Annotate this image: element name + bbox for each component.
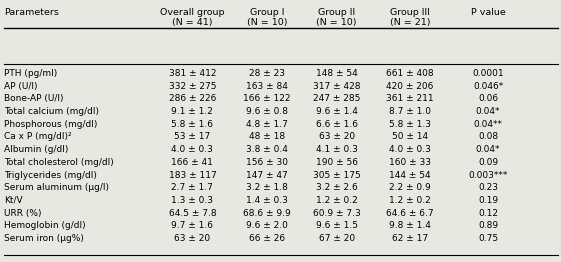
Text: 148 ± 54: 148 ± 54 bbox=[316, 69, 357, 78]
Text: 183 ± 117: 183 ± 117 bbox=[168, 171, 217, 179]
Text: 9.6 ± 2.0: 9.6 ± 2.0 bbox=[246, 221, 288, 230]
Text: 0.12: 0.12 bbox=[478, 209, 498, 218]
Text: 63 ± 20: 63 ± 20 bbox=[174, 234, 210, 243]
Text: 4.0 ± 0.3: 4.0 ± 0.3 bbox=[172, 145, 213, 154]
Text: 2.7 ± 1.7: 2.7 ± 1.7 bbox=[172, 183, 213, 192]
Text: 8.7 ± 1.0: 8.7 ± 1.0 bbox=[389, 107, 431, 116]
Text: 0.046*: 0.046* bbox=[473, 81, 503, 91]
Text: 305 ± 175: 305 ± 175 bbox=[312, 171, 361, 179]
Text: 9.6 ± 1.5: 9.6 ± 1.5 bbox=[316, 221, 357, 230]
Text: Bone-AP (U/l): Bone-AP (U/l) bbox=[4, 94, 64, 103]
Text: 190 ± 56: 190 ± 56 bbox=[316, 158, 357, 167]
Text: 5.8 ± 1.3: 5.8 ± 1.3 bbox=[389, 120, 431, 129]
Text: 9.8 ± 1.4: 9.8 ± 1.4 bbox=[389, 221, 431, 230]
Text: 67 ± 20: 67 ± 20 bbox=[319, 234, 355, 243]
Text: 53 ± 17: 53 ± 17 bbox=[174, 132, 210, 141]
Text: 0.0001: 0.0001 bbox=[472, 69, 504, 78]
Text: 286 ± 226: 286 ± 226 bbox=[169, 94, 216, 103]
Text: 9.6 ± 1.4: 9.6 ± 1.4 bbox=[316, 107, 357, 116]
Text: URR (%): URR (%) bbox=[4, 209, 42, 218]
Text: 3.8 ± 0.4: 3.8 ± 0.4 bbox=[246, 145, 288, 154]
Text: 63 ± 20: 63 ± 20 bbox=[319, 132, 355, 141]
Text: 0.08: 0.08 bbox=[478, 132, 498, 141]
Text: 381 ± 412: 381 ± 412 bbox=[169, 69, 216, 78]
Text: Group I
(N = 10): Group I (N = 10) bbox=[247, 8, 287, 27]
Text: 3.2 ± 1.8: 3.2 ± 1.8 bbox=[246, 183, 288, 192]
Text: 1.3 ± 0.3: 1.3 ± 0.3 bbox=[172, 196, 213, 205]
Text: 247 ± 285: 247 ± 285 bbox=[313, 94, 360, 103]
Text: 163 ± 84: 163 ± 84 bbox=[246, 81, 288, 91]
Text: 0.89: 0.89 bbox=[478, 221, 498, 230]
Text: AP (U/l): AP (U/l) bbox=[4, 81, 38, 91]
Text: Kt/V: Kt/V bbox=[4, 196, 23, 205]
Text: 156 ± 30: 156 ± 30 bbox=[246, 158, 288, 167]
Text: 0.75: 0.75 bbox=[478, 234, 498, 243]
Text: 0.04*: 0.04* bbox=[476, 107, 500, 116]
Text: 0.04**: 0.04** bbox=[473, 120, 503, 129]
Text: Overall group
(N = 41): Overall group (N = 41) bbox=[160, 8, 224, 27]
Text: 420 ± 206: 420 ± 206 bbox=[387, 81, 434, 91]
Text: 1.4 ± 0.3: 1.4 ± 0.3 bbox=[246, 196, 288, 205]
Text: 0.003***: 0.003*** bbox=[468, 171, 508, 179]
Text: Albumin (g/dl): Albumin (g/dl) bbox=[4, 145, 69, 154]
Text: 9.1 ± 1.2: 9.1 ± 1.2 bbox=[172, 107, 213, 116]
Text: 64.5 ± 7.8: 64.5 ± 7.8 bbox=[169, 209, 216, 218]
Text: Ca x P (mg/dl)²: Ca x P (mg/dl)² bbox=[4, 132, 72, 141]
Text: 1.2 ± 0.2: 1.2 ± 0.2 bbox=[389, 196, 431, 205]
Text: Group II
(N = 10): Group II (N = 10) bbox=[316, 8, 357, 27]
Text: 62 ± 17: 62 ± 17 bbox=[392, 234, 428, 243]
Text: Hemoglobin (g/dl): Hemoglobin (g/dl) bbox=[4, 221, 86, 230]
Text: 66 ± 26: 66 ± 26 bbox=[249, 234, 285, 243]
Text: Group III
(N = 21): Group III (N = 21) bbox=[390, 8, 430, 27]
Text: Total cholesterol (mg/dl): Total cholesterol (mg/dl) bbox=[4, 158, 114, 167]
Text: 144 ± 54: 144 ± 54 bbox=[389, 171, 431, 179]
Text: 3.2 ± 2.6: 3.2 ± 2.6 bbox=[316, 183, 357, 192]
Text: 68.6 ± 9.9: 68.6 ± 9.9 bbox=[243, 209, 291, 218]
Text: 0.04*: 0.04* bbox=[476, 145, 500, 154]
Text: 0.19: 0.19 bbox=[478, 196, 498, 205]
Text: Parameters: Parameters bbox=[4, 8, 59, 17]
Text: 9.6 ± 0.8: 9.6 ± 0.8 bbox=[246, 107, 288, 116]
Text: 332 ± 275: 332 ± 275 bbox=[169, 81, 216, 91]
Text: 4.8 ± 1.7: 4.8 ± 1.7 bbox=[246, 120, 288, 129]
Text: 60.9 ± 7.3: 60.9 ± 7.3 bbox=[312, 209, 361, 218]
Text: 5.8 ± 1.6: 5.8 ± 1.6 bbox=[172, 120, 213, 129]
Text: 2.2 ± 0.9: 2.2 ± 0.9 bbox=[389, 183, 431, 192]
Text: 0.09: 0.09 bbox=[478, 158, 498, 167]
Text: 361 ± 211: 361 ± 211 bbox=[387, 94, 434, 103]
Text: 0.06: 0.06 bbox=[478, 94, 498, 103]
Text: Phosphorous (mg/dl): Phosphorous (mg/dl) bbox=[4, 120, 98, 129]
Text: Triglycerides (mg/dl): Triglycerides (mg/dl) bbox=[4, 171, 98, 179]
Text: 4.1 ± 0.3: 4.1 ± 0.3 bbox=[316, 145, 357, 154]
Text: 317 ± 428: 317 ± 428 bbox=[313, 81, 360, 91]
Text: 64.6 ± 6.7: 64.6 ± 6.7 bbox=[387, 209, 434, 218]
Text: 160 ± 33: 160 ± 33 bbox=[389, 158, 431, 167]
Text: 166 ± 122: 166 ± 122 bbox=[243, 94, 291, 103]
Text: PTH (pg/ml): PTH (pg/ml) bbox=[4, 69, 58, 78]
Text: 48 ± 18: 48 ± 18 bbox=[249, 132, 285, 141]
Text: 9.7 ± 1.6: 9.7 ± 1.6 bbox=[172, 221, 213, 230]
Text: 661 ± 408: 661 ± 408 bbox=[387, 69, 434, 78]
Text: Serum aluminum (µg/l): Serum aluminum (µg/l) bbox=[4, 183, 109, 192]
Text: 50 ± 14: 50 ± 14 bbox=[392, 132, 428, 141]
Text: 4.0 ± 0.3: 4.0 ± 0.3 bbox=[389, 145, 431, 154]
Text: 1.2 ± 0.2: 1.2 ± 0.2 bbox=[316, 196, 357, 205]
Text: 147 ± 47: 147 ± 47 bbox=[246, 171, 288, 179]
Text: 0.23: 0.23 bbox=[478, 183, 498, 192]
Text: Total calcium (mg/dl): Total calcium (mg/dl) bbox=[4, 107, 99, 116]
Text: P value: P value bbox=[471, 8, 505, 17]
Text: 6.6 ± 1.6: 6.6 ± 1.6 bbox=[316, 120, 357, 129]
Text: 28 ± 23: 28 ± 23 bbox=[249, 69, 285, 78]
Text: 166 ± 41: 166 ± 41 bbox=[172, 158, 213, 167]
Text: Serum iron (µg%): Serum iron (µg%) bbox=[4, 234, 84, 243]
